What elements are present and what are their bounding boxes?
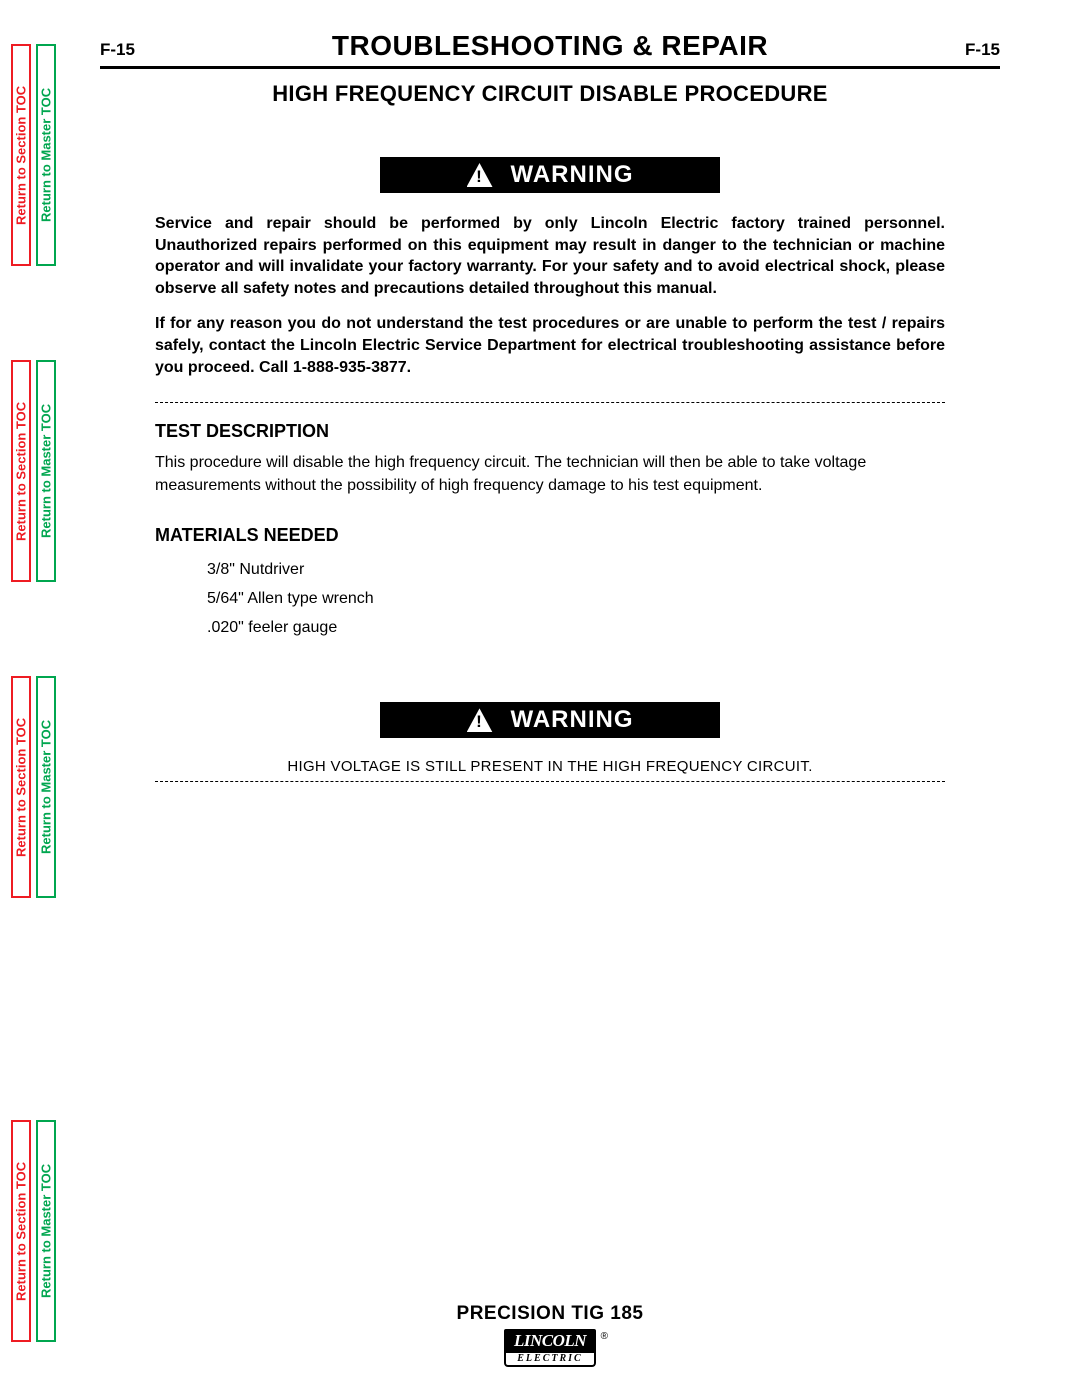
product-name: PRECISION TIG 185 <box>100 1303 1000 1325</box>
page-number-left: F-15 <box>100 40 135 60</box>
master-toc-tab[interactable]: Return to Master TOC <box>36 44 56 266</box>
page-number-right: F-15 <box>965 40 1000 60</box>
master-toc-tab[interactable]: Return to Master TOC <box>36 360 56 582</box>
warning-icon <box>467 163 493 187</box>
high-voltage-note: HIGH VOLTAGE IS STILL PRESENT IN THE HIG… <box>155 758 945 775</box>
warning-label: WARNING <box>511 706 634 734</box>
materials-item: 5/64" Allen type wrench <box>207 585 945 614</box>
logo-bottom-text: ELECTRIC <box>504 1353 596 1367</box>
divider <box>155 402 945 403</box>
warning-icon <box>467 708 493 732</box>
master-toc-tab[interactable]: Return to Master TOC <box>36 1120 56 1342</box>
warning-paragraph-1: Service and repair should be performed b… <box>155 213 945 299</box>
test-description-text: This procedure will disable the high fre… <box>155 452 945 497</box>
body-block: Service and repair should be performed b… <box>100 213 1000 782</box>
procedure-title: HIGH FREQUENCY CIRCUIT DISABLE PROCEDURE <box>100 81 1000 107</box>
materials-item: .020" feeler gauge <box>207 614 945 643</box>
divider <box>155 781 945 782</box>
page-header: F-15 TROUBLESHOOTING & REPAIR F-15 <box>100 30 1000 69</box>
section-toc-tab[interactable]: Return to Section TOC <box>11 1120 31 1342</box>
page-footer: PRECISION TIG 185 LINCOLN ELECTRIC ® <box>100 1303 1000 1367</box>
materials-heading: MATERIALS NEEDED <box>155 525 945 546</box>
section-toc-tab[interactable]: Return to Section TOC <box>11 676 31 898</box>
materials-item: 3/8" Nutdriver <box>207 556 945 585</box>
section-toc-tab[interactable]: Return to Section TOC <box>11 360 31 582</box>
warning-paragraph-2: If for any reason you do not understand … <box>155 313 945 378</box>
master-toc-tab[interactable]: Return to Master TOC <box>36 676 56 898</box>
section-toc-tab[interactable]: Return to Section TOC <box>11 44 31 266</box>
section-title: TROUBLESHOOTING & REPAIR <box>332 30 768 62</box>
test-description-heading: TEST DESCRIPTION <box>155 421 945 442</box>
logo-top-text: LINCOLN <box>504 1329 596 1353</box>
registered-mark: ® <box>601 1331 608 1342</box>
warning-banner: WARNING <box>380 157 720 193</box>
materials-list: 3/8" Nutdriver 5/64" Allen type wrench .… <box>155 556 945 642</box>
brand-logo: LINCOLN ELECTRIC ® <box>504 1329 596 1367</box>
page-content: F-15 TROUBLESHOOTING & REPAIR F-15 HIGH … <box>100 30 1000 800</box>
warning-banner: WARNING <box>380 702 720 738</box>
warning-label: WARNING <box>511 161 634 189</box>
